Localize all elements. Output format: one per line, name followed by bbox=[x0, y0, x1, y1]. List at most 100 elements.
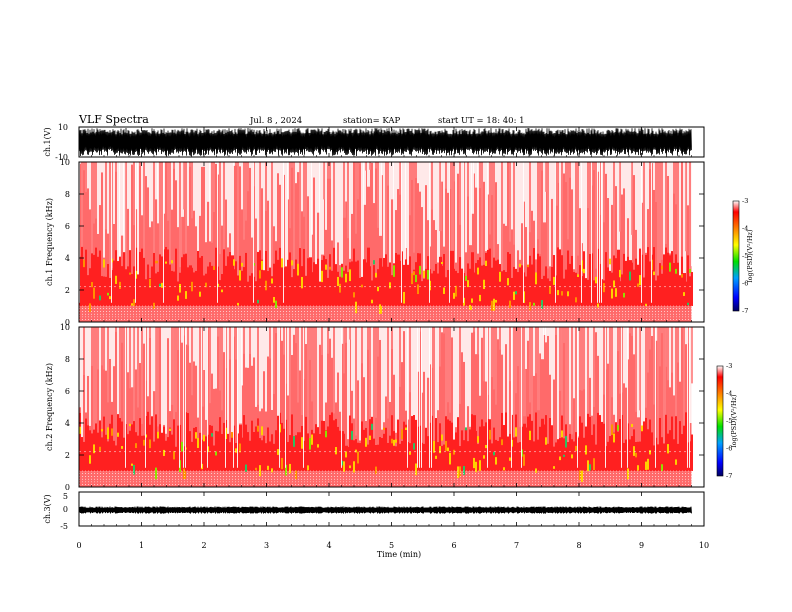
spectrogram-column bbox=[135, 327, 137, 370]
spectrogram-column bbox=[497, 440, 499, 471]
spectrogram-column bbox=[201, 162, 203, 167]
spectrogram-column bbox=[167, 249, 169, 306]
spectrogram-column bbox=[569, 433, 571, 471]
spectrogram-column bbox=[351, 162, 353, 214]
spectrogram-column bbox=[475, 162, 478, 188]
spectrogram-blob bbox=[619, 269, 621, 278]
spectrogram-column bbox=[475, 263, 478, 306]
spectrogram-column bbox=[531, 327, 533, 421]
spectrogram-blob bbox=[99, 446, 101, 452]
spectrogram-column bbox=[141, 327, 143, 424]
spectrogram-column bbox=[311, 272, 313, 306]
spectrogram-column bbox=[649, 419, 651, 471]
spectrogram-column bbox=[363, 327, 365, 378]
spectrogram-blob bbox=[121, 446, 123, 449]
spectrogram-column bbox=[431, 162, 433, 210]
spectrogram-blob bbox=[667, 444, 669, 454]
spectrogram-blob bbox=[199, 291, 201, 297]
spectrogram-column bbox=[593, 424, 595, 471]
spectrogram-gap bbox=[591, 162, 592, 303]
spectrogram-blob bbox=[383, 427, 385, 431]
spectrogram-column bbox=[105, 327, 107, 371]
spectrogram-column bbox=[129, 162, 131, 266]
spectrogram-column bbox=[251, 273, 253, 306]
spectrogram-column bbox=[341, 327, 344, 344]
spectrogram-column bbox=[645, 162, 647, 253]
spectrogram-blob bbox=[149, 278, 151, 288]
spectrogram-column bbox=[651, 327, 653, 336]
x-tick-label: 1 bbox=[139, 541, 144, 550]
spectrogram-column bbox=[353, 327, 355, 419]
spectrogram-blob bbox=[485, 260, 488, 267]
spectrogram-column bbox=[521, 162, 523, 224]
spectrogram-column bbox=[349, 262, 351, 306]
spectrogram-column bbox=[213, 445, 215, 471]
spectrogram-column bbox=[619, 281, 621, 306]
spectrogram-column bbox=[171, 162, 173, 210]
spectrogram-column bbox=[603, 280, 605, 306]
spectrogram-column bbox=[555, 327, 557, 335]
spectrogram-blob bbox=[341, 267, 343, 278]
spectrogram-column bbox=[235, 327, 237, 360]
spectrogram-column bbox=[563, 327, 565, 343]
spectrogram-column bbox=[601, 327, 603, 447]
spectrogram-column bbox=[329, 327, 331, 339]
spectrogram-column bbox=[341, 431, 344, 471]
spectrogram-column bbox=[159, 327, 161, 329]
spectrogram-column bbox=[239, 255, 241, 306]
spectrogram-column bbox=[161, 432, 163, 471]
spectrogram-blob bbox=[107, 292, 109, 296]
spectrogram-column bbox=[507, 327, 509, 450]
spectrogram-column bbox=[667, 162, 669, 176]
spectrogram-gap bbox=[125, 327, 126, 468]
spectrogram-blob bbox=[231, 432, 233, 438]
spectrogram-column bbox=[577, 162, 579, 256]
spectrogram-blob bbox=[129, 272, 131, 275]
spectrogram-column bbox=[253, 431, 255, 471]
spectrogram-column bbox=[477, 162, 479, 254]
spectrogram-blob bbox=[169, 428, 171, 431]
spectrogram-column bbox=[375, 277, 377, 306]
spectrogram-column bbox=[505, 412, 507, 471]
spectrogram-column bbox=[369, 327, 371, 450]
spectrogram-blob bbox=[155, 260, 158, 264]
spectrogram-blob bbox=[213, 266, 215, 270]
spectrogram-column bbox=[211, 162, 213, 243]
spectrogram-gap bbox=[111, 162, 112, 303]
spectrogram-column bbox=[561, 255, 563, 306]
spectrogram-column bbox=[563, 438, 565, 471]
spectrogram-column bbox=[655, 327, 658, 341]
spectrogram-column bbox=[343, 433, 345, 471]
spectrogram-column bbox=[337, 327, 339, 373]
spectrogram-column bbox=[359, 277, 361, 306]
ch2-colorbar-label: log(PSD)(V²/Hz) bbox=[730, 394, 738, 447]
spectrogram-column bbox=[415, 262, 417, 306]
spectrogram-column bbox=[525, 162, 527, 228]
spectrogram-gap bbox=[225, 327, 226, 468]
spectrogram-blob bbox=[161, 282, 163, 288]
spectrogram-column bbox=[341, 162, 343, 278]
spectrogram-column bbox=[99, 162, 101, 206]
spectrogram-column bbox=[229, 162, 231, 234]
spectrogram-blob bbox=[613, 433, 615, 443]
spectrogram-column bbox=[143, 435, 145, 471]
spectrogram-blob bbox=[197, 438, 199, 448]
spectrogram-column bbox=[623, 253, 625, 306]
spectrogram-column bbox=[317, 327, 319, 437]
spectrogram-gap bbox=[621, 327, 622, 468]
spectrogram-blob bbox=[675, 459, 677, 465]
spectrogram-column bbox=[239, 327, 242, 424]
spectrogram-blob bbox=[171, 260, 173, 264]
spectrogram-column bbox=[281, 327, 283, 341]
spectrogram-column bbox=[247, 327, 249, 368]
spectrogram-column bbox=[447, 162, 449, 193]
spectrogram-column bbox=[561, 415, 563, 471]
spectrogram-column bbox=[291, 327, 293, 356]
spectrogram-column bbox=[203, 440, 205, 471]
spectrogram-column bbox=[127, 434, 129, 471]
spectrogram-gap bbox=[253, 162, 254, 303]
spectrogram-column bbox=[565, 327, 567, 433]
spectrogram-column bbox=[669, 162, 671, 254]
spectrogram-blob bbox=[441, 261, 443, 265]
spectrogram-blob bbox=[349, 465, 351, 469]
